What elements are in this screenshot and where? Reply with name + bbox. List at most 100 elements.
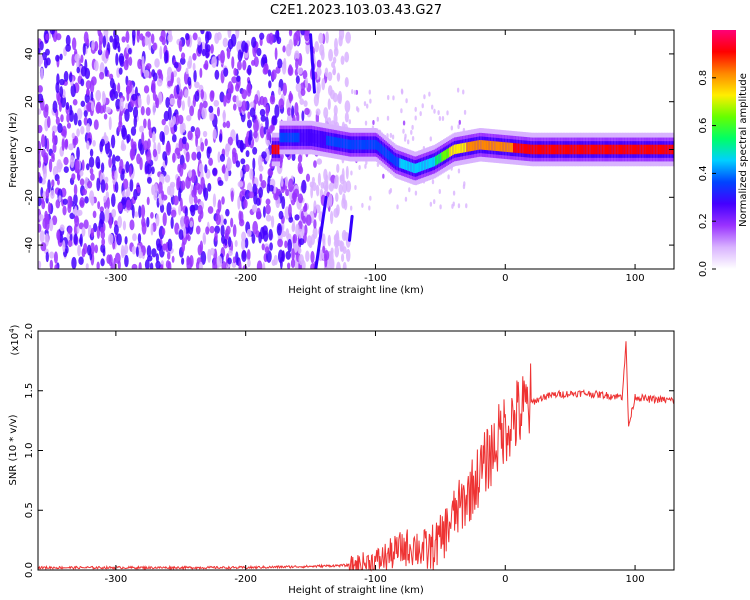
ridge-cell bbox=[285, 132, 288, 143]
noise-speckle bbox=[353, 89, 357, 95]
noise-speckle bbox=[172, 152, 176, 163]
noise-speckle bbox=[98, 71, 105, 80]
noise-speckle bbox=[194, 90, 200, 102]
noise-speckle bbox=[358, 165, 361, 171]
noise-speckle bbox=[297, 30, 300, 42]
figure-title: C2E1.2023.103.03.43.G27 bbox=[270, 3, 442, 18]
x-tick-label: -100 bbox=[364, 273, 387, 284]
noise-speckle bbox=[261, 151, 267, 159]
noise-speckle bbox=[173, 123, 178, 133]
noise-speckle bbox=[164, 174, 171, 183]
noise-speckle bbox=[61, 138, 65, 151]
noise-speckle bbox=[285, 228, 290, 239]
noise-speckle bbox=[437, 110, 440, 116]
noise-speckle bbox=[40, 242, 47, 252]
noise-speckle bbox=[222, 164, 226, 174]
noise-speckle bbox=[281, 195, 286, 210]
noise-speckle bbox=[258, 154, 263, 169]
noise-speckle bbox=[38, 60, 42, 67]
noise-speckle bbox=[152, 148, 158, 158]
noise-speckle bbox=[288, 30, 293, 37]
noise-speckle bbox=[256, 260, 263, 269]
ridge-cell bbox=[622, 144, 625, 155]
noise-speckle bbox=[246, 83, 252, 97]
noise-speckle bbox=[71, 256, 77, 269]
noise-speckle bbox=[220, 224, 225, 237]
x-tick-label: 0 bbox=[502, 574, 508, 585]
noise-speckle bbox=[100, 243, 106, 254]
noise-speckle bbox=[291, 153, 296, 162]
noise-speckle bbox=[335, 192, 339, 203]
noise-speckle bbox=[135, 246, 139, 258]
ridge-cell bbox=[662, 144, 665, 155]
noise-speckle bbox=[56, 159, 63, 173]
noise-speckle bbox=[117, 125, 121, 133]
ridge-cell bbox=[477, 140, 480, 150]
noise-speckle bbox=[178, 40, 183, 52]
noise-speckle bbox=[147, 118, 151, 131]
noise-speckle bbox=[132, 233, 137, 242]
noise-speckle bbox=[100, 258, 105, 267]
noise-speckle bbox=[140, 204, 146, 219]
x-tick-label: -300 bbox=[105, 273, 128, 284]
noise-speckle bbox=[110, 134, 116, 149]
noise-speckle bbox=[316, 59, 322, 69]
noise-speckle bbox=[212, 259, 218, 269]
ridge-cell bbox=[548, 144, 552, 155]
snr-y-multiplier-base: (x10 bbox=[10, 333, 21, 356]
noise-speckle bbox=[297, 67, 303, 75]
noise-speckle bbox=[438, 116, 442, 122]
ridge-cell bbox=[355, 139, 358, 150]
spectrogram-y-label: Frequency (Hz) bbox=[8, 112, 19, 188]
noise-speckle bbox=[199, 240, 204, 253]
ridge-cell bbox=[657, 144, 661, 155]
ridge-cell bbox=[556, 144, 559, 155]
ridge-cell bbox=[592, 144, 595, 155]
ridge-cell bbox=[562, 144, 566, 155]
ridge-cell bbox=[386, 149, 390, 160]
ridge-cell bbox=[371, 139, 374, 150]
noise-speckle bbox=[187, 95, 191, 108]
noise-speckle bbox=[39, 230, 45, 243]
noise-speckle bbox=[104, 176, 109, 184]
noise-speckle bbox=[411, 124, 414, 130]
ridge-cell bbox=[279, 132, 282, 143]
ridge-cell bbox=[573, 144, 576, 155]
ridge-cell bbox=[640, 144, 643, 155]
noise-speckle bbox=[242, 265, 248, 269]
noise-speckle bbox=[258, 186, 263, 199]
noise-speckle bbox=[159, 35, 165, 42]
noise-speckle bbox=[71, 132, 76, 139]
noise-speckle bbox=[183, 226, 187, 238]
noise-speckle bbox=[96, 161, 101, 170]
ridge-cell bbox=[456, 144, 460, 154]
ridge-cell bbox=[514, 143, 517, 153]
noise-speckle bbox=[151, 248, 157, 258]
noise-speckle bbox=[252, 157, 256, 171]
ridge-cell bbox=[506, 142, 510, 153]
noise-speckle bbox=[341, 197, 346, 209]
noise-speckle bbox=[91, 39, 95, 51]
noise-speckle bbox=[81, 247, 86, 258]
noise-speckle bbox=[157, 142, 161, 155]
noise-speckle bbox=[152, 102, 156, 116]
noise-speckle bbox=[457, 203, 461, 209]
ridge-cell bbox=[553, 144, 556, 155]
ridge-cell bbox=[366, 139, 369, 150]
ridge-cell bbox=[414, 163, 418, 174]
ridge-cell bbox=[598, 144, 601, 155]
ridge-cell bbox=[509, 142, 513, 153]
noise-speckle bbox=[64, 139, 69, 150]
noise-speckle bbox=[125, 199, 132, 211]
ridge-cell bbox=[567, 144, 570, 155]
ridge-cell bbox=[346, 139, 349, 149]
noise-speckle bbox=[297, 154, 303, 163]
noise-speckle bbox=[227, 257, 232, 265]
noise-speckle bbox=[54, 264, 58, 269]
noise-speckle bbox=[90, 101, 95, 112]
noise-speckle bbox=[117, 45, 121, 53]
noise-speckle bbox=[259, 32, 265, 40]
noise-speckle bbox=[287, 65, 294, 77]
colorbar: 0.0 0.2 0.4 0.6 0.8 Normalized spectral ampl… bbox=[698, 30, 749, 277]
noise-speckle bbox=[104, 66, 108, 77]
